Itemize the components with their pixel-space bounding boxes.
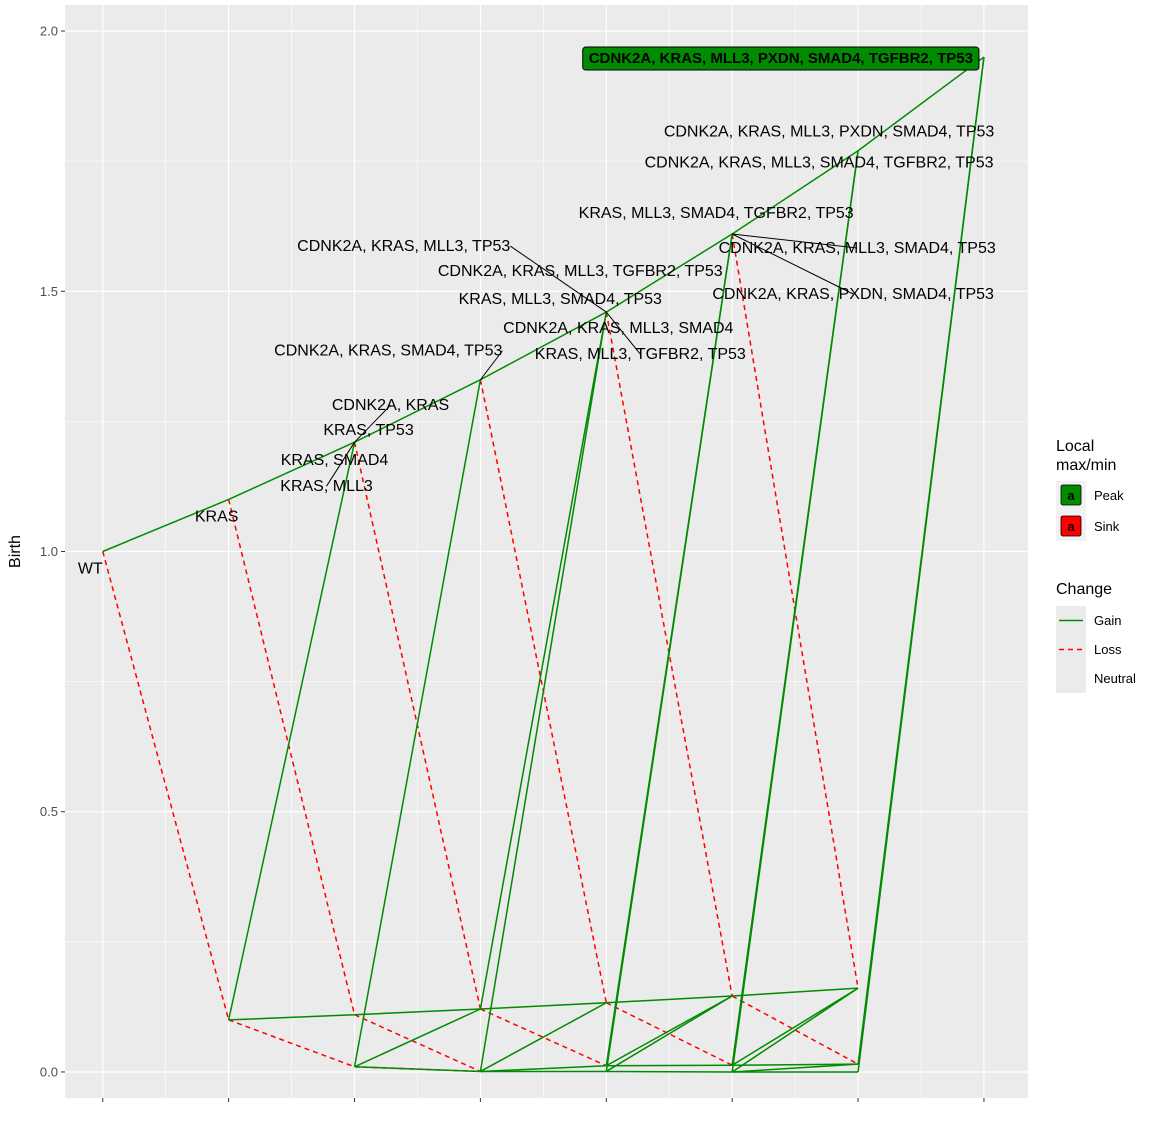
- genotype-label: CDNK2A, KRAS, MLL3, SMAD4, TP53: [719, 240, 996, 257]
- genotype-label: KRAS, MLL3, SMAD4, TP53: [459, 291, 662, 308]
- legend-change-title: Change: [1056, 581, 1112, 598]
- gain-edge: [354, 379, 481, 443]
- legend-peak-label: Peak: [1094, 488, 1124, 503]
- peak-label-box: [582, 46, 980, 71]
- label-leader-line: [605, 311, 641, 355]
- gain-edge: [606, 1070, 733, 1073]
- loss-edge: [227, 499, 356, 1015]
- genotype-label: CDNK2A, KRAS, MLL3, SMAD4, TGFBR2, TP53: [645, 155, 994, 172]
- x-axis: [102, 1098, 985, 1102]
- genotype-label: CDNK2A, KRAS, MLL3, TGFBR2, TP53: [438, 263, 723, 280]
- label-leader-line: [732, 233, 858, 249]
- gain-edge: [732, 1063, 859, 1066]
- genotype-label: KRAS, MLL3, SMAD4, TGFBR2, TP53: [579, 205, 854, 222]
- genotype-label: CDNK2A, KRAS, MLL3, PXDN, SMAD4, TP53: [664, 124, 995, 141]
- gain-edge: [732, 1063, 859, 1073]
- label-leader-line: [354, 404, 391, 443]
- gain-edge: [732, 987, 859, 997]
- gain-edge: [731, 987, 859, 1066]
- gain-edge: [480, 1002, 607, 1073]
- peak-labels: CDNK2A, KRAS, MLL3, PXDN, SMAD4, TGFBR2,…: [582, 46, 980, 71]
- gain-edge: [228, 1013, 355, 1021]
- y-axis-title: Birth: [7, 535, 24, 568]
- gain-edge: [480, 311, 607, 381]
- genotype-label: CDNK2A, KRAS, MLL3, TP53: [297, 238, 510, 255]
- gain-edge: [606, 1064, 733, 1067]
- legend-change: Change Gain Loss Neutral: [1056, 581, 1136, 693]
- gain-edge: [480, 1064, 607, 1073]
- legend-peak-key: [1060, 484, 1082, 506]
- gain-edge: [731, 987, 859, 1073]
- legend-title-line2: max/min: [1056, 457, 1116, 474]
- genotype-label: KRAS, MLL3: [280, 478, 373, 495]
- gain-edge: [354, 1008, 481, 1016]
- legend-peak-key-letter: a: [1067, 488, 1075, 503]
- gain-edge: [605, 233, 733, 313]
- gain-edge: [228, 441, 355, 501]
- y-tick-label: 0.5: [40, 804, 58, 819]
- genotype-label: CDNK2A, KRAS: [332, 397, 449, 414]
- label-leader-lines: [326, 233, 858, 487]
- gain-edge: [354, 1066, 481, 1073]
- legend-local-maxmin: Local max/min a Peak a Sink: [1056, 438, 1124, 541]
- loss-edge: [605, 1002, 733, 1066]
- genotype-label: KRAS, SMAD4: [281, 452, 389, 469]
- gain-edge: [605, 995, 733, 1073]
- major-gridlines: [65, 5, 1028, 1098]
- gain-edge: [857, 56, 985, 152]
- label-leader-line: [510, 245, 607, 313]
- label-leader-line: [731, 233, 854, 295]
- gain-edge: [857, 56, 985, 1065]
- y-tick-label: 1.0: [40, 544, 58, 559]
- label-leader-line: [480, 350, 503, 381]
- legend-neutral-label: Neutral: [1094, 671, 1136, 686]
- gain-edge: [227, 442, 356, 1021]
- node-labels: WT KRAS CDNK2A, KRAS KRAS, TP53 KRAS, SMAD4 K…: [78, 124, 996, 578]
- gain-edge: [479, 311, 608, 1072]
- legend-gain-label: Gain: [1094, 613, 1121, 628]
- gain-edge: [731, 150, 859, 1066]
- genotype-label: WT: [78, 561, 103, 578]
- legend-loss-label: Loss: [1094, 642, 1122, 657]
- gain-edge: [353, 379, 482, 1067]
- legend-sink-key: [1060, 515, 1082, 537]
- y-tick-label: 1.5: [40, 284, 58, 299]
- gain-edge: [605, 233, 733, 1066]
- peak-genotype-label: CDNK2A, KRAS, MLL3, PXDN, SMAD4, TGFBR2,…: [582, 46, 980, 71]
- gain-edge: [354, 1008, 481, 1068]
- y-axis: 0.0 0.5 1.0 1.5 2.0: [40, 24, 65, 1079]
- genotype-label: KRAS, MLL3, TGFBR2, TP53: [535, 346, 746, 363]
- legend-sink-key-letter: a: [1067, 519, 1075, 534]
- y-tick-label: 2.0: [40, 24, 58, 39]
- label-leader-line: [326, 441, 355, 487]
- genotype-label: CDNK2A, KRAS, SMAD4, TP53: [274, 343, 502, 360]
- loss-edge: [605, 311, 733, 997]
- gain-edge: [606, 995, 733, 1004]
- gain-edge: [480, 1002, 607, 1010]
- gain-edge: [605, 995, 733, 1067]
- genotype-label: CDNK2A, KRAS, PXDN, SMAD4, TP53: [712, 286, 994, 303]
- legend-sink-label: Sink: [1094, 519, 1120, 534]
- gain-edge: [731, 150, 859, 235]
- genotype-label: KRAS: [195, 508, 239, 525]
- gain-edge: [102, 498, 229, 553]
- gain-edge: [479, 311, 608, 1010]
- legend-title-line1: Local: [1056, 438, 1094, 455]
- edges: [102, 56, 985, 1073]
- genotype-label: KRAS, TP53: [323, 422, 414, 439]
- peak-label-text: CDNK2A, KRAS, MLL3, PXDN, SMAD4, TGFBR2,…: [589, 50, 973, 67]
- loss-edge: [228, 1019, 355, 1068]
- loss-edge: [731, 995, 859, 1065]
- genotype-label: CDNK2A, KRAS, MLL3, SMAD4: [503, 320, 733, 337]
- legend-neutral-key-bg: [1056, 664, 1086, 693]
- y-tick-label: 0.0: [40, 1064, 58, 1079]
